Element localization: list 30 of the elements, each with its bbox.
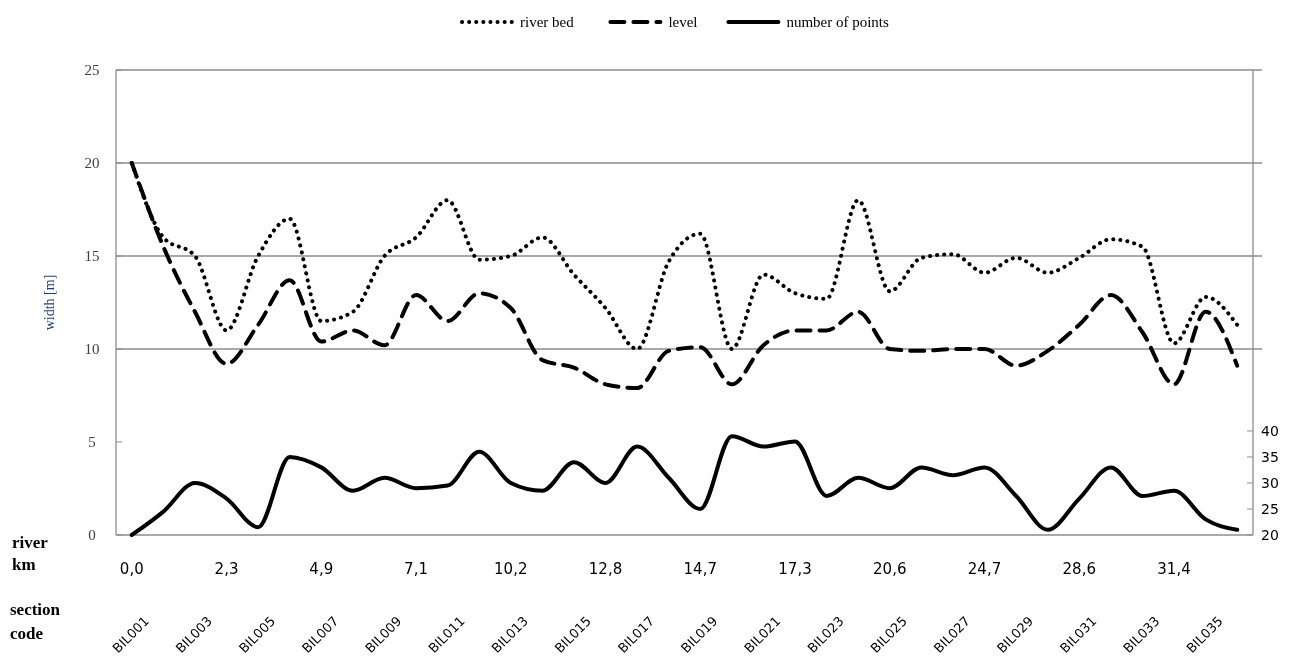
y2-tick-label: 20	[1261, 527, 1279, 543]
y-axis-title: width [m]	[42, 274, 57, 331]
y-tick-label: 0	[88, 527, 96, 543]
text: 0,0	[119, 560, 144, 578]
text: 2,3	[214, 560, 239, 578]
text: 12,8	[588, 560, 623, 578]
legend-label: level	[668, 14, 698, 30]
text: river km	[12, 533, 49, 574]
x-axis-title: section code	[10, 600, 61, 643]
y-tick-label: 20	[84, 155, 100, 171]
text: 28,6	[1062, 560, 1096, 578]
line-series	[129, 434, 1240, 537]
y2-tick-label: 35	[1261, 448, 1279, 465]
y-tick-label: 25	[84, 62, 100, 78]
y-tick-label: 15	[84, 248, 100, 264]
legend-label: river bed	[520, 14, 575, 30]
text: 7,1	[404, 560, 428, 578]
y-tick-label: 5	[88, 434, 96, 450]
text: 4,9	[309, 560, 334, 578]
text: 24,7	[967, 560, 1002, 578]
y2-tick-label: 30	[1261, 474, 1279, 491]
text: 14,7	[683, 560, 717, 578]
text: 17,3	[778, 560, 812, 578]
y2-tick-label: 40	[1261, 422, 1279, 439]
text: 31,4	[1157, 560, 1191, 578]
text: 10,2	[494, 560, 528, 578]
y-tick-label: 10	[84, 341, 100, 357]
legend-label: number of points	[786, 14, 890, 30]
text: 20,6	[873, 560, 907, 578]
y2-tick-label: 25	[1261, 500, 1279, 517]
